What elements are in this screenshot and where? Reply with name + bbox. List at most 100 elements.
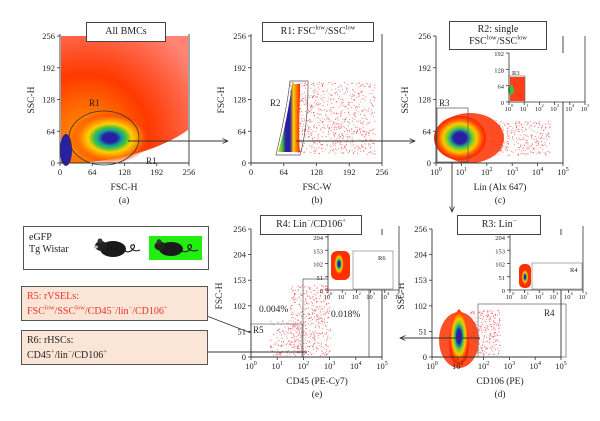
x-tick-label: 100 [245,361,257,371]
event-dot [351,133,353,134]
event-dot [491,312,493,314]
event-dot [311,308,313,310]
event-dot [341,112,343,114]
event-dot [320,95,322,97]
event-dot [507,134,509,136]
event-dot [367,122,369,124]
event-dot [494,349,496,350]
event-dot [316,143,318,145]
event-dot [331,89,333,91]
event-dot [485,324,487,326]
event-dot [337,112,339,114]
event-dot [351,145,353,147]
event-dot [301,311,303,313]
event-dot [309,133,311,135]
x-tick-label: 100 [324,291,334,301]
event-dot [311,106,313,108]
title-c-line1: R2: single [477,24,519,35]
event-dot [330,129,332,131]
event-dot [288,328,290,330]
event-dot [280,352,282,354]
event-dot [324,322,325,324]
event-dot [299,122,301,124]
event-dot [304,82,306,84]
event-dot [526,128,528,130]
event-dot [294,330,296,332]
gate-label-r1-lower: R1 [146,156,157,166]
event-dot [364,114,366,116]
event-dot [310,324,312,326]
event-dot [482,310,484,312]
event-dot [323,97,325,99]
event-dot [311,301,312,303]
event-dot [313,83,315,85]
event-dot [368,152,370,154]
event-dot [341,102,343,104]
event-dot [342,125,344,127]
event-dot [366,118,368,120]
title-d-part: R3: Lin [481,219,513,230]
title-c-part: FSC [469,36,487,47]
event-dot [519,122,521,124]
event-dot [322,85,324,87]
event-dot [307,112,309,114]
event-dot [296,299,298,301]
x-tick-label: 0 [58,167,62,177]
event-dot [337,141,339,142]
event-dot [361,98,363,100]
event-dot [354,99,356,101]
event-dot [313,95,315,96]
event-dot [521,153,523,154]
event-dot [356,132,357,134]
event-dot [337,86,339,88]
event-dot [292,298,294,300]
event-dot [333,98,335,100]
event-dot [298,286,300,288]
event-dot [501,148,502,149]
event-dot [322,151,324,153]
event-dot [374,87,376,89]
y-tick-label: 153 [313,248,323,255]
event-dot [497,354,499,356]
event-dot [326,311,328,313]
event-dot [313,92,315,94]
event-dot [281,341,283,342]
event-dot [369,121,371,123]
event-dot [327,118,329,120]
event-dot [315,100,317,102]
event-dot [374,97,376,99]
event-dot [507,143,509,144]
event-dot [374,150,376,152]
event-dot [338,137,340,139]
event-dot [304,349,306,351]
event-dot [311,313,313,315]
phenotype-part: low [75,304,85,312]
event-dot [525,139,527,141]
event-dot [303,85,305,87]
panel-a-title-text: All BMCs [105,26,147,37]
event-dot [318,321,319,323]
event-dot [369,130,371,131]
event-dot [499,319,501,321]
event-dot [309,288,311,290]
event-dot [344,120,346,122]
event-dot [474,321,476,323]
event-dot [309,340,310,342]
event-dot [321,320,323,322]
event-dot [496,333,498,335]
event-dot [321,117,323,119]
event-dot [478,347,480,349]
event-dot [512,127,514,129]
event-dot [292,347,294,349]
event-dot [308,336,310,338]
x-tick-label: 101 [520,103,529,113]
y-tick-label: 0 [242,158,246,168]
event-dot [321,144,323,146]
event-dot [341,122,343,123]
event-dot [328,130,330,132]
event-dot [290,91,292,93]
event-dot [324,119,326,121]
event-dot [315,320,317,322]
event-dot [298,290,300,292]
